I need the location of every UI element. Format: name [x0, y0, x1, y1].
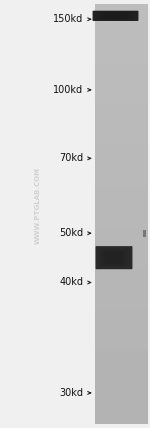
FancyBboxPatch shape	[98, 12, 133, 20]
Text: 40kd: 40kd	[59, 277, 83, 288]
FancyBboxPatch shape	[93, 11, 138, 21]
FancyBboxPatch shape	[104, 251, 124, 264]
FancyBboxPatch shape	[94, 11, 137, 21]
Text: 50kd: 50kd	[59, 228, 83, 238]
FancyBboxPatch shape	[96, 11, 135, 21]
Text: 30kd: 30kd	[59, 388, 83, 398]
FancyBboxPatch shape	[100, 249, 128, 267]
FancyBboxPatch shape	[103, 250, 125, 265]
FancyBboxPatch shape	[106, 252, 122, 264]
FancyBboxPatch shape	[105, 13, 126, 19]
FancyBboxPatch shape	[100, 12, 131, 20]
Text: 100kd: 100kd	[53, 85, 83, 95]
FancyBboxPatch shape	[102, 12, 129, 19]
Text: 150kd: 150kd	[53, 14, 83, 24]
FancyBboxPatch shape	[98, 248, 130, 268]
FancyBboxPatch shape	[103, 12, 128, 19]
FancyBboxPatch shape	[101, 250, 127, 266]
Text: 70kd: 70kd	[59, 153, 83, 163]
FancyBboxPatch shape	[96, 246, 132, 269]
Text: WWW.PTGLAB.COM: WWW.PTGLAB.COM	[34, 167, 40, 244]
Bar	[143, 230, 146, 237]
